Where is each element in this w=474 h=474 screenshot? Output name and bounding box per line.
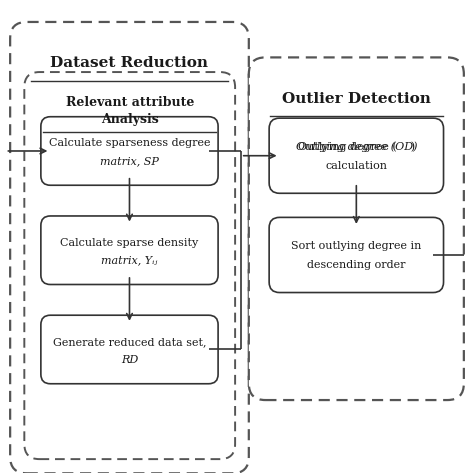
Text: matrix, SP: matrix, SP [100, 156, 159, 166]
Text: Outlier Detection: Outlier Detection [282, 91, 431, 106]
FancyBboxPatch shape [41, 117, 218, 185]
Text: Outlying degree (    ): Outlying degree ( ) [298, 142, 415, 153]
Text: Generate reduced data set,: Generate reduced data set, [53, 337, 206, 347]
Text: Outlying degree (​OD​): Outlying degree (​OD​) [296, 142, 417, 153]
Text: calculation: calculation [325, 161, 387, 171]
FancyBboxPatch shape [269, 118, 444, 193]
Text: Calculate sparse density: Calculate sparse density [60, 237, 199, 248]
FancyBboxPatch shape [41, 315, 218, 384]
Text: RD: RD [121, 355, 138, 365]
Text: Relevant attribute
Analysis: Relevant attribute Analysis [65, 96, 194, 126]
Text: Dataset Reduction: Dataset Reduction [50, 56, 209, 70]
Text: matrix, Yᵢⱼ: matrix, Yᵢⱼ [101, 255, 158, 265]
FancyBboxPatch shape [249, 57, 464, 400]
FancyBboxPatch shape [10, 22, 249, 474]
Text: Calculate sparseness degree: Calculate sparseness degree [49, 138, 210, 148]
FancyBboxPatch shape [269, 218, 444, 292]
FancyBboxPatch shape [41, 216, 218, 284]
Text: descending order: descending order [307, 260, 406, 270]
Text: Sort outlying degree in: Sort outlying degree in [291, 241, 421, 251]
FancyBboxPatch shape [24, 72, 235, 459]
